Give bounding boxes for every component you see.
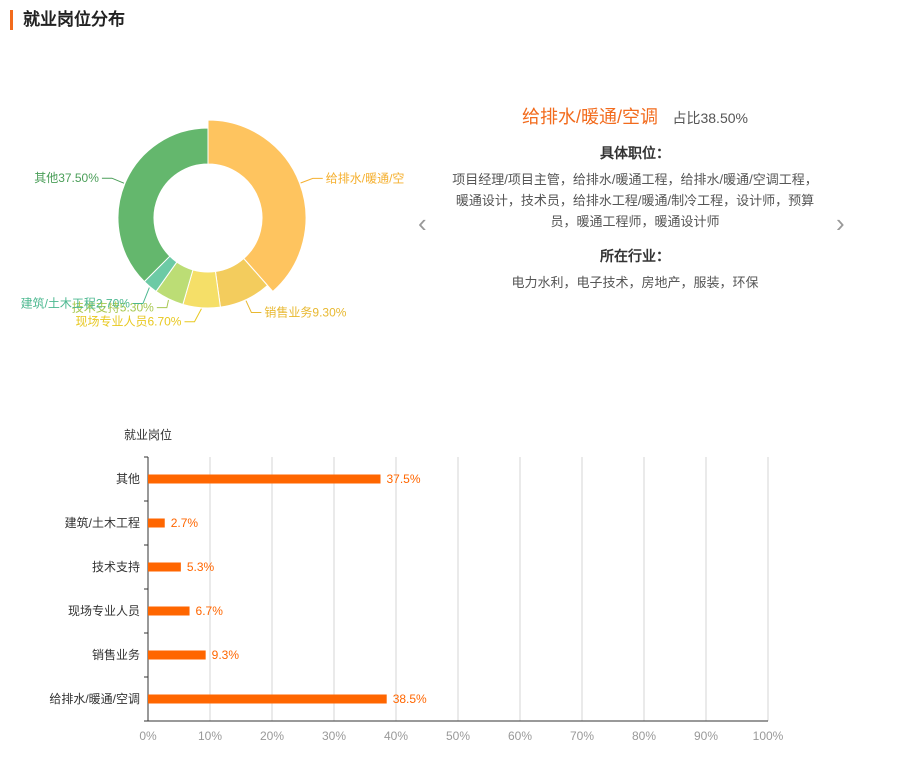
positions-label: 具体职位： xyxy=(600,145,670,161)
x-tick-label: 70% xyxy=(570,729,594,743)
y-category-label: 技术支持 xyxy=(92,559,140,574)
x-tick-label: 80% xyxy=(632,729,656,743)
donut-leader-line xyxy=(300,177,323,184)
donut-leader-line xyxy=(245,300,262,314)
section-title: 就业岗位分布 xyxy=(10,10,125,30)
donut-slice-label: 现场专业人员6.70% xyxy=(75,314,181,329)
donut-leader-line xyxy=(184,308,202,323)
x-tick-label: 30% xyxy=(322,729,346,743)
y-category-label: 给排水/暖通/空调 xyxy=(49,692,140,706)
y-category-label: 建筑/土木工程 xyxy=(65,515,140,530)
bar xyxy=(148,650,206,660)
donut-leader-line xyxy=(132,287,150,305)
bar-value-label: 5.3% xyxy=(187,560,215,574)
donut-slice-label: 建筑/土木工程2.70% xyxy=(21,296,131,311)
x-tick-label: 100% xyxy=(753,729,784,743)
bar-chart-ylabel: 就业岗位 xyxy=(124,427,172,442)
bar-chart: 就业岗位 0% 10% 20% 30% 40% 50% 60% 70% 80% 90% 100% 其他 3… xyxy=(49,427,784,743)
bar-value-label: 9.3% xyxy=(212,648,240,662)
industry-text: 电力水利，电子技术，房地产，服装，环保 xyxy=(511,275,759,290)
donut-slice xyxy=(207,119,307,293)
detail-share: 占比38.50% xyxy=(672,110,748,126)
prev-arrow-icon[interactable]: ‹ xyxy=(418,208,427,238)
x-tick-label: 90% xyxy=(694,729,718,743)
detail-job-name: 给排水/暖通/空调 xyxy=(522,107,659,127)
bar xyxy=(148,694,387,704)
y-category-label: 其他 xyxy=(116,472,140,486)
bar xyxy=(148,562,181,572)
x-tick-label: 0% xyxy=(139,729,157,743)
x-tick-label: 40% xyxy=(384,729,408,743)
donut-slice xyxy=(117,127,209,283)
bar-value-label: 38.5% xyxy=(393,692,427,706)
bar-value-label: 37.5% xyxy=(387,472,421,486)
bar-value-label: 6.7% xyxy=(196,604,224,618)
x-tick-label: 20% xyxy=(260,729,284,743)
donut-slice-label: 其他37.50% xyxy=(34,171,99,185)
detail-panel: 给排水/暖通/空调 占比38.50% 具体职位： 项目经理/项目主管，给排水/暖… xyxy=(450,100,820,293)
donut-leader-line xyxy=(101,177,125,184)
x-tick-label: 50% xyxy=(446,729,470,743)
bar-value-label: 2.7% xyxy=(171,516,199,530)
bar xyxy=(148,606,190,616)
y-category-label: 销售业务 xyxy=(92,647,140,662)
positions-text: 项目经理/项目主管，给排水/暖通工程，给排水/暖通/空调工程，暖通设计，技术员，… xyxy=(452,172,818,229)
bar xyxy=(148,474,381,484)
y-category-label: 现场专业人员 xyxy=(68,603,140,618)
x-tick-label: 10% xyxy=(198,729,222,743)
donut-slice-label: 销售业务9.30% xyxy=(264,305,346,320)
next-arrow-icon[interactable]: › xyxy=(836,208,845,238)
x-tick-label: 60% xyxy=(508,729,532,743)
industry-label: 所在行业： xyxy=(600,248,670,264)
donut-chart: 给排水/暖通/空调38.50%销售业务9.30%现场专业人员6.70%技术支持5… xyxy=(21,119,420,329)
detail-headline: 给排水/暖通/空调 占比38.50% xyxy=(450,103,820,129)
bar xyxy=(148,518,165,528)
donut-leader-line xyxy=(156,299,169,309)
